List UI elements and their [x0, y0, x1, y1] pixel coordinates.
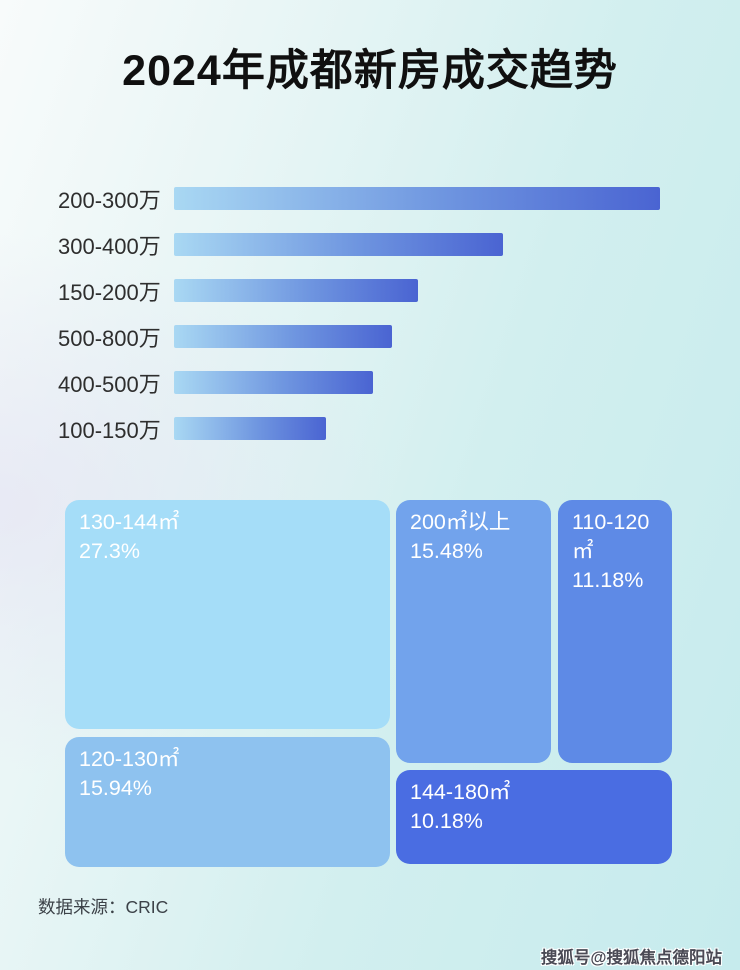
- tile-label: 144-180㎡: [410, 780, 511, 804]
- tile-value: 27.3%: [79, 539, 140, 564]
- bar-row-100-150: 100-150万: [58, 417, 664, 443]
- treemap-tile-130-144: 130-144㎡ 27.3%: [65, 500, 390, 729]
- bar-fill-200-300: [174, 187, 661, 210]
- area-size-treemap: 130-144㎡ 27.3% 120-130㎡ 15.94% 200㎡以上 15…: [65, 498, 672, 868]
- treemap-tile-120-130: 120-130㎡ 15.94%: [65, 737, 390, 867]
- tile-label: 120-130㎡: [79, 747, 180, 771]
- bar-row-500-800: 500-800万: [58, 325, 664, 351]
- bar-fill-400-500: [174, 371, 373, 394]
- treemap-tile-110-120: 110-120㎡ 11.18%: [558, 500, 672, 763]
- bar-track: [174, 233, 664, 256]
- price-range-bar-chart: 200-300万 300-400万 150-200万 500-800万 400-…: [58, 187, 664, 463]
- bar-row-200-300: 200-300万: [58, 187, 664, 213]
- treemap-tile-144-180: 144-180㎡ 10.18%: [396, 770, 672, 864]
- bar-track: [174, 371, 664, 394]
- bar-label: 200-300万: [58, 187, 161, 213]
- page-title: 2024年成都新房成交趋势: [122, 47, 618, 95]
- tile-value: 10.18%: [410, 809, 483, 834]
- bar-row-150-200: 150-200万: [58, 279, 664, 305]
- tile-label: 200㎡以上: [410, 510, 511, 534]
- tile-label: 110-120㎡: [572, 510, 650, 564]
- bar-label: 150-200万: [58, 279, 161, 305]
- bar-fill-150-200: [174, 279, 419, 302]
- tile-value: 11.18%: [572, 568, 644, 593]
- bar-track: [174, 187, 664, 210]
- tile-value: 15.94%: [79, 776, 152, 801]
- bar-row-400-500: 400-500万: [58, 371, 664, 397]
- bar-label: 400-500万: [58, 371, 161, 397]
- bar-fill-500-800: [174, 325, 393, 348]
- bar-label: 300-400万: [58, 233, 161, 259]
- treemap-tile-200-plus: 200㎡以上 15.48%: [396, 500, 551, 763]
- bar-track: [174, 279, 664, 302]
- tile-label: 130-144㎡: [79, 510, 180, 534]
- bar-fill-300-400: [174, 233, 503, 256]
- tile-value: 15.48%: [410, 539, 483, 564]
- publisher-watermark: 搜狐号@搜狐焦点德阳站: [540, 949, 722, 967]
- bar-fill-100-150: [174, 417, 326, 440]
- bar-label: 100-150万: [58, 417, 161, 443]
- bar-label: 500-800万: [58, 325, 161, 351]
- bar-track: [174, 325, 664, 348]
- bar-track: [174, 417, 664, 440]
- bar-row-300-400: 300-400万: [58, 233, 664, 259]
- data-source-note: 数据来源：CRIC: [38, 897, 169, 917]
